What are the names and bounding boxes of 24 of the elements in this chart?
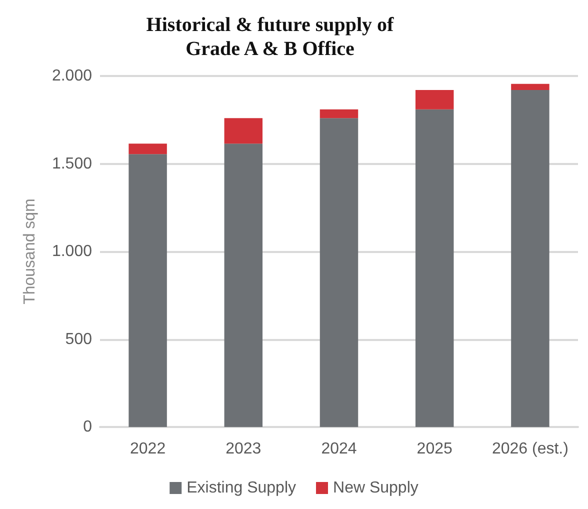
y-tick-label: 2.000 [52,68,92,84]
y-tick-label: 1.500 [52,155,92,172]
bar [128,154,167,427]
chart-title: Historical & future supply of Grade A & B Office [146,14,394,60]
legend-label: Existing Supply [186,480,296,496]
legend-label: New Supply [333,480,418,496]
bar [320,109,358,118]
x-tick-label: 2024 [321,440,357,458]
bar [224,144,263,427]
bar [511,90,550,427]
x-tick-label: 2025 [416,440,452,458]
bar [415,90,454,110]
x-tick-label: 2026 (est.) [492,440,568,458]
x-tick-label: 2022 [130,440,166,458]
y-tick-label: 1.000 [52,243,92,260]
y-tick-label: 0 [83,418,92,436]
bar [320,118,358,427]
bar [415,109,454,427]
y-tick-label: 500 [65,330,92,348]
bar [128,144,167,154]
x-tick-label: 2023 [226,440,262,458]
y-axis-title: Thousand sqm [22,198,38,304]
bar [224,118,263,144]
bar [511,84,550,90]
